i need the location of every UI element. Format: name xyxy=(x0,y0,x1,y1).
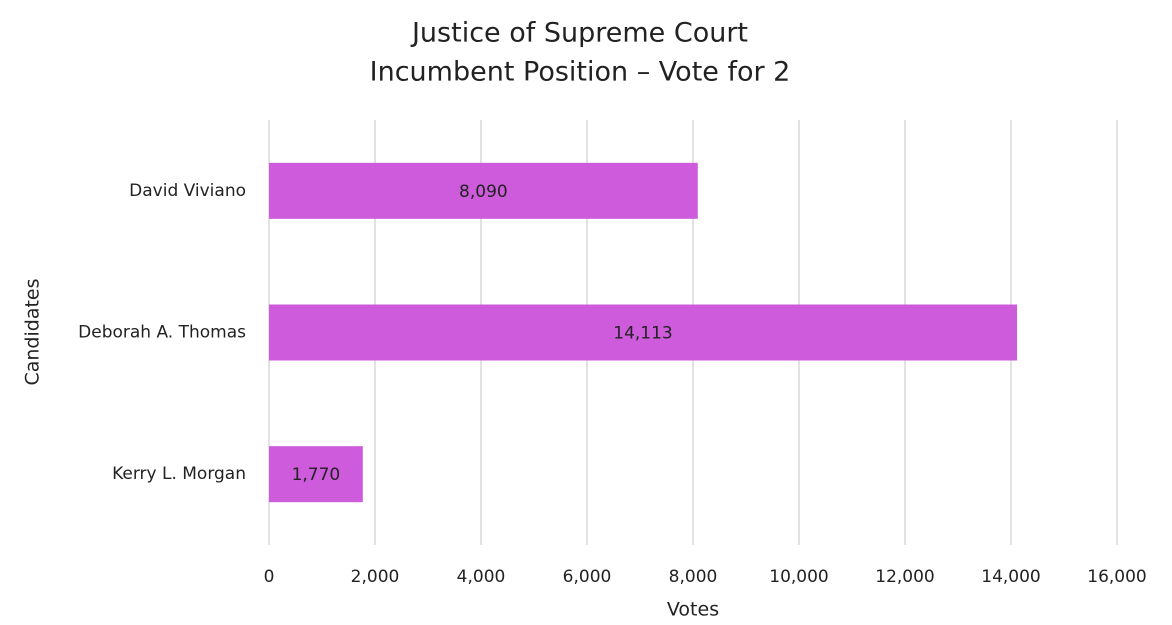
data-label: 8,090 xyxy=(459,182,508,202)
x-tick-label: 14,000 xyxy=(981,567,1040,587)
x-tick-label: 12,000 xyxy=(875,567,934,587)
x-tick-label: 6,000 xyxy=(563,567,612,587)
chart-title: Justice of Supreme Court xyxy=(410,18,748,49)
x-tick-label: 0 xyxy=(264,567,275,587)
bar xyxy=(269,304,1017,361)
x-tick-label: 2,000 xyxy=(351,567,400,587)
data-label: 1,770 xyxy=(292,465,341,485)
chart-subtitle: Incumbent Position – Vote for 2 xyxy=(370,57,791,88)
x-axis-label: Votes xyxy=(667,599,719,621)
y-tick-label: Kerry L. Morgan xyxy=(112,464,246,484)
data-label: 14,113 xyxy=(613,324,672,344)
x-tick-label: 16,000 xyxy=(1087,567,1146,587)
x-tick-label: 8,000 xyxy=(669,567,718,587)
y-tick-label: Deborah A. Thomas xyxy=(78,323,246,343)
y-tick-label: David Viviano xyxy=(129,181,246,201)
x-tick-label: 4,000 xyxy=(457,567,506,587)
y-axis-label: Candidates xyxy=(22,278,44,385)
bar xyxy=(269,162,698,219)
bar xyxy=(269,446,363,503)
x-tick-label: 10,000 xyxy=(769,567,828,587)
